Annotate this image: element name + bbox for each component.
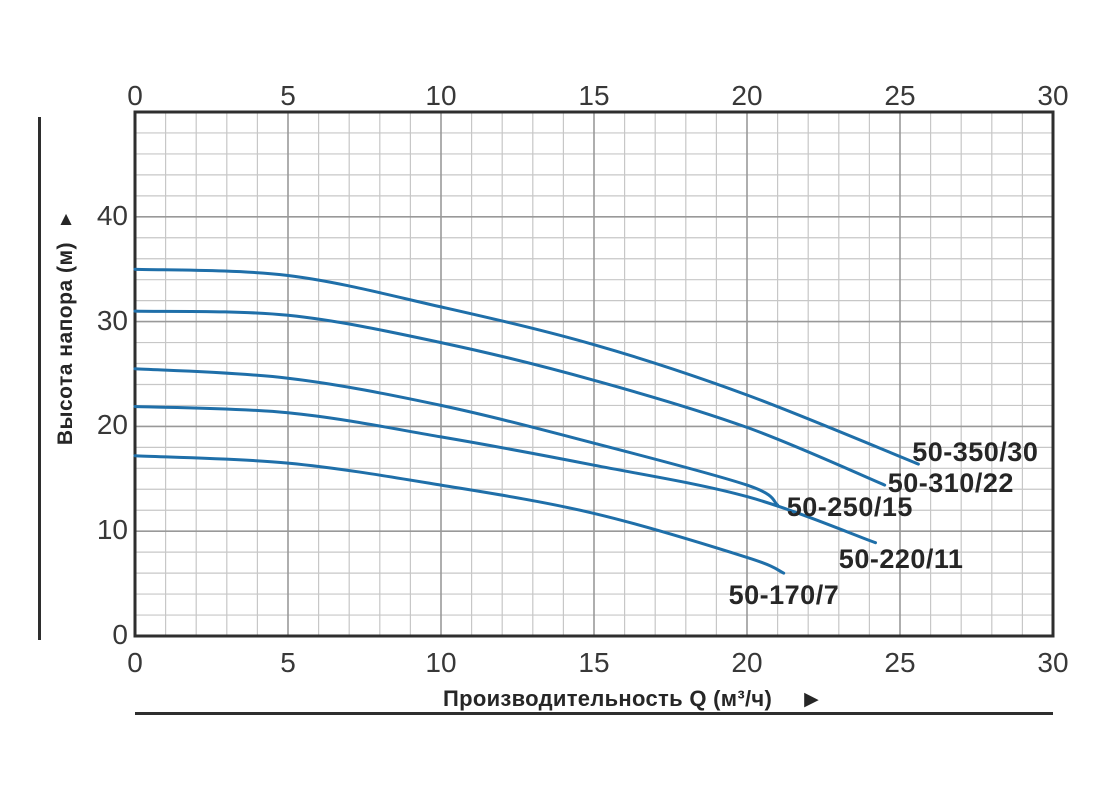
x-tick-label-top: 20: [731, 80, 763, 111]
x-tick-label-bottom: 15: [578, 647, 610, 678]
curve-label-50-310/22: 50-310/22: [887, 467, 1014, 498]
curve-label-50-250/15: 50-250/15: [786, 492, 913, 523]
x-tick-label-bottom: 0: [127, 647, 143, 678]
curve-label-50-350/30: 50-350/30: [912, 436, 1039, 467]
x-tick-label-top: 15: [578, 80, 610, 111]
y-tick-label: 40: [96, 199, 128, 231]
x-tick-label-top: 5: [280, 80, 296, 111]
y-tick-label: 30: [96, 304, 128, 336]
pump-curve-50-250/15: [133, 367, 780, 507]
x-tick-label-top: 10: [425, 80, 457, 111]
y-tick-label: 20: [96, 409, 128, 441]
pump-curve-50-220/11: [133, 405, 877, 545]
x-tick-label-top: 25: [884, 80, 916, 111]
x-axis-right-arrow-icon: ▶: [804, 688, 819, 710]
curve-label-50-220/11: 50-220/11: [838, 544, 964, 575]
x-tick-label-bottom: 5: [280, 647, 296, 678]
pump-curve-50-310/22: [133, 309, 887, 487]
y-tick-label: 0: [112, 619, 128, 650]
y-axis-up-arrow-icon: ▲: [56, 209, 76, 230]
x-tick-label-bottom: 25: [884, 647, 916, 678]
y-axis-title-block: ▲ Высота напора (м): [44, 209, 88, 446]
pump-curve-50-350/30: [133, 267, 920, 466]
x-axis-title: Производительность Q (м³/ч): [443, 686, 773, 711]
x-tick-label-top: 30: [1037, 80, 1069, 111]
x-tick-label-bottom: 10: [425, 647, 457, 678]
bottom-rule-line: [135, 712, 1053, 715]
y-axis-title: Высота напора (м): [54, 242, 77, 446]
left-rule-line: [38, 117, 41, 640]
x-tick-label-bottom: 20: [731, 647, 763, 678]
x-axis-title-block: Производительность Q (м³/ч) ▶: [443, 686, 819, 712]
pump-curve-50-170/7: [133, 454, 786, 575]
plot-border: [133, 110, 1055, 638]
x-tick-label-bottom: 30: [1037, 647, 1069, 678]
curve-label-50-170/7: 50-170/7: [728, 580, 840, 611]
y-tick-label: 10: [96, 514, 128, 546]
x-tick-label-top: 0: [127, 80, 143, 111]
